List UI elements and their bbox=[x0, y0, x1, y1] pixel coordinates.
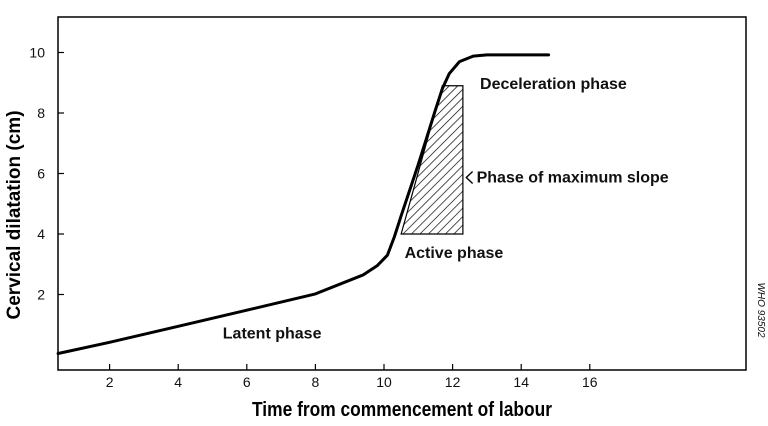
annotation-active-phase: Active phase bbox=[405, 245, 504, 262]
credit-label: WHO 93502 bbox=[755, 282, 766, 337]
x-tick-label: 6 bbox=[243, 374, 251, 390]
y-tick-label: 10 bbox=[29, 45, 45, 61]
max-slope-region bbox=[400, 85, 464, 235]
plot-frame bbox=[57, 16, 747, 371]
dilatation-curve bbox=[56, 53, 551, 355]
x-tick-label: 2 bbox=[106, 374, 114, 390]
x-tick-label: 10 bbox=[376, 374, 392, 390]
x-axis-title: Time from commencement of labour bbox=[252, 399, 552, 421]
x-tick-label: 16 bbox=[582, 374, 598, 390]
x-tick-label: 8 bbox=[312, 374, 320, 390]
y-axis-title: Cervical dilatation (cm) bbox=[4, 110, 25, 319]
x-tick-label: 12 bbox=[445, 374, 461, 390]
annotation-max-slope: Phase of maximum slope bbox=[477, 170, 669, 187]
y-tick-label: 2 bbox=[37, 287, 45, 303]
y-tick-label: 4 bbox=[37, 226, 45, 242]
x-tick-label: 4 bbox=[174, 374, 182, 390]
y-tick-label: 6 bbox=[37, 166, 45, 182]
max-slope-pointer bbox=[465, 171, 474, 185]
x-tick-label: 14 bbox=[513, 374, 529, 390]
annotation-deceleration-phase: Deceleration phase bbox=[480, 76, 627, 93]
y-tick-label: 8 bbox=[37, 105, 45, 121]
annotation-latent-phase: Latent phase bbox=[223, 325, 322, 342]
